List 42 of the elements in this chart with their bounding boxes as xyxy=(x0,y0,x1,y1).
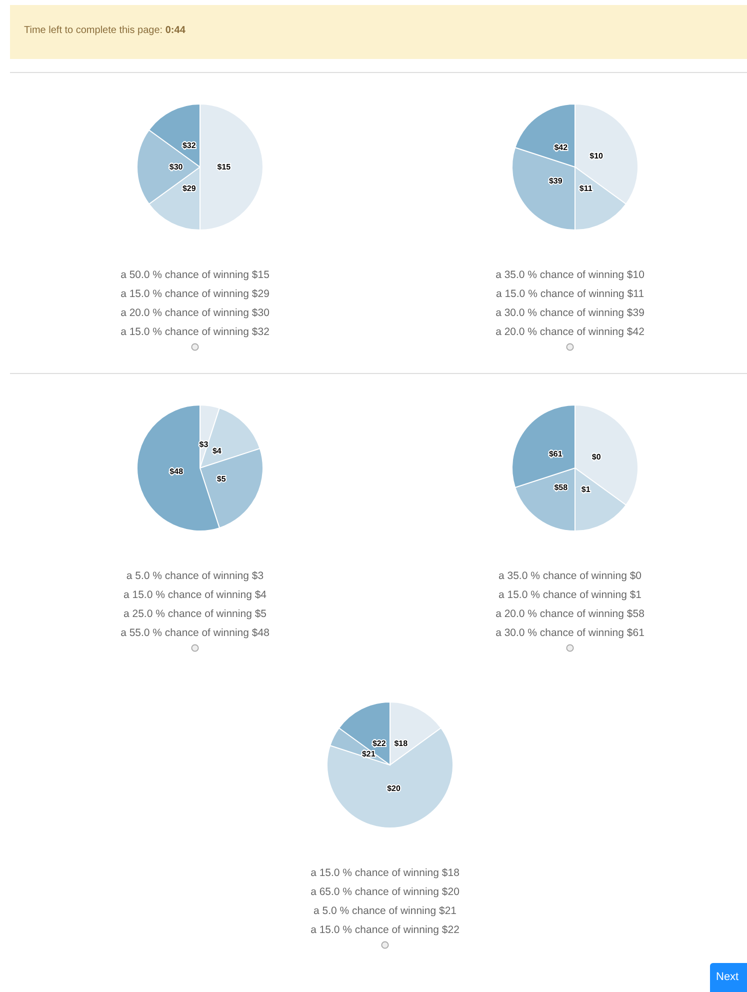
next-button: Next xyxy=(710,963,747,992)
text: a 15.0 % chance of winning $22 xyxy=(310,923,460,938)
slice-label: $42 xyxy=(554,143,568,152)
text: a 15.0 % chance of winning $29 xyxy=(120,287,270,302)
slice-label: $3 xyxy=(199,440,209,449)
text: a 55.0 % chance of winning $48 xyxy=(120,626,270,641)
text: a 35.0 % chance of winning $0 xyxy=(497,569,643,584)
text: a 30.0 % chance of winning $61 xyxy=(494,626,646,641)
slice-label: $22 xyxy=(372,739,386,748)
text: a 65.0 % chance of winning $20 xyxy=(310,885,460,900)
slice-label: $32 xyxy=(182,141,196,150)
text: a 15.0 % chance of winning $1 xyxy=(497,588,643,603)
slice-label: $5 xyxy=(216,474,226,484)
text: a 15.0 % chance of winning $11 xyxy=(494,287,646,302)
slice-label: $39 xyxy=(548,176,563,186)
text: a 20.0 % chance of winning $42 xyxy=(494,325,646,340)
chart-title: Time left to complete this page: 0:44 xyxy=(24,25,186,36)
slice-label: $20 xyxy=(387,784,401,794)
text: a 15.0 % chance of winning $32 xyxy=(120,325,270,340)
slice-label: $11 xyxy=(579,184,593,193)
text: a 30.0 % chance of winning $39 xyxy=(494,306,646,321)
slice-label: $1 xyxy=(581,484,591,494)
text: a 5.0 % chance of winning $3 xyxy=(125,569,265,584)
slice-label: $0 xyxy=(592,452,602,462)
text: a 5.0 % chance of winning $21 xyxy=(312,904,458,919)
text: a 15.0 % chance of winning $18 xyxy=(310,866,460,881)
text: a 35.0 % chance of winning $10 xyxy=(494,268,646,283)
slice-label: $4 xyxy=(212,446,222,456)
slice-label: $15 xyxy=(217,162,232,172)
slice-label: $10 xyxy=(590,152,604,161)
slice-label: $18 xyxy=(394,739,408,748)
slice-label: $21 xyxy=(362,750,376,759)
text: a 25.0 % chance of winning $5 xyxy=(122,607,268,622)
slice-label: $30 xyxy=(169,162,184,172)
slice-label: $58 xyxy=(554,482,568,492)
slice-label: $29 xyxy=(182,184,196,193)
text: a 20.0 % chance of winning $58 xyxy=(494,607,646,622)
text: a 20.0 % chance of winning $30 xyxy=(120,306,270,321)
text: a 15.0 % chance of winning $4 xyxy=(122,588,268,603)
text: a 50.0 % chance of winning $15 xyxy=(120,268,270,283)
slice-label: $61 xyxy=(548,449,563,458)
slice-label: $48 xyxy=(170,467,184,476)
